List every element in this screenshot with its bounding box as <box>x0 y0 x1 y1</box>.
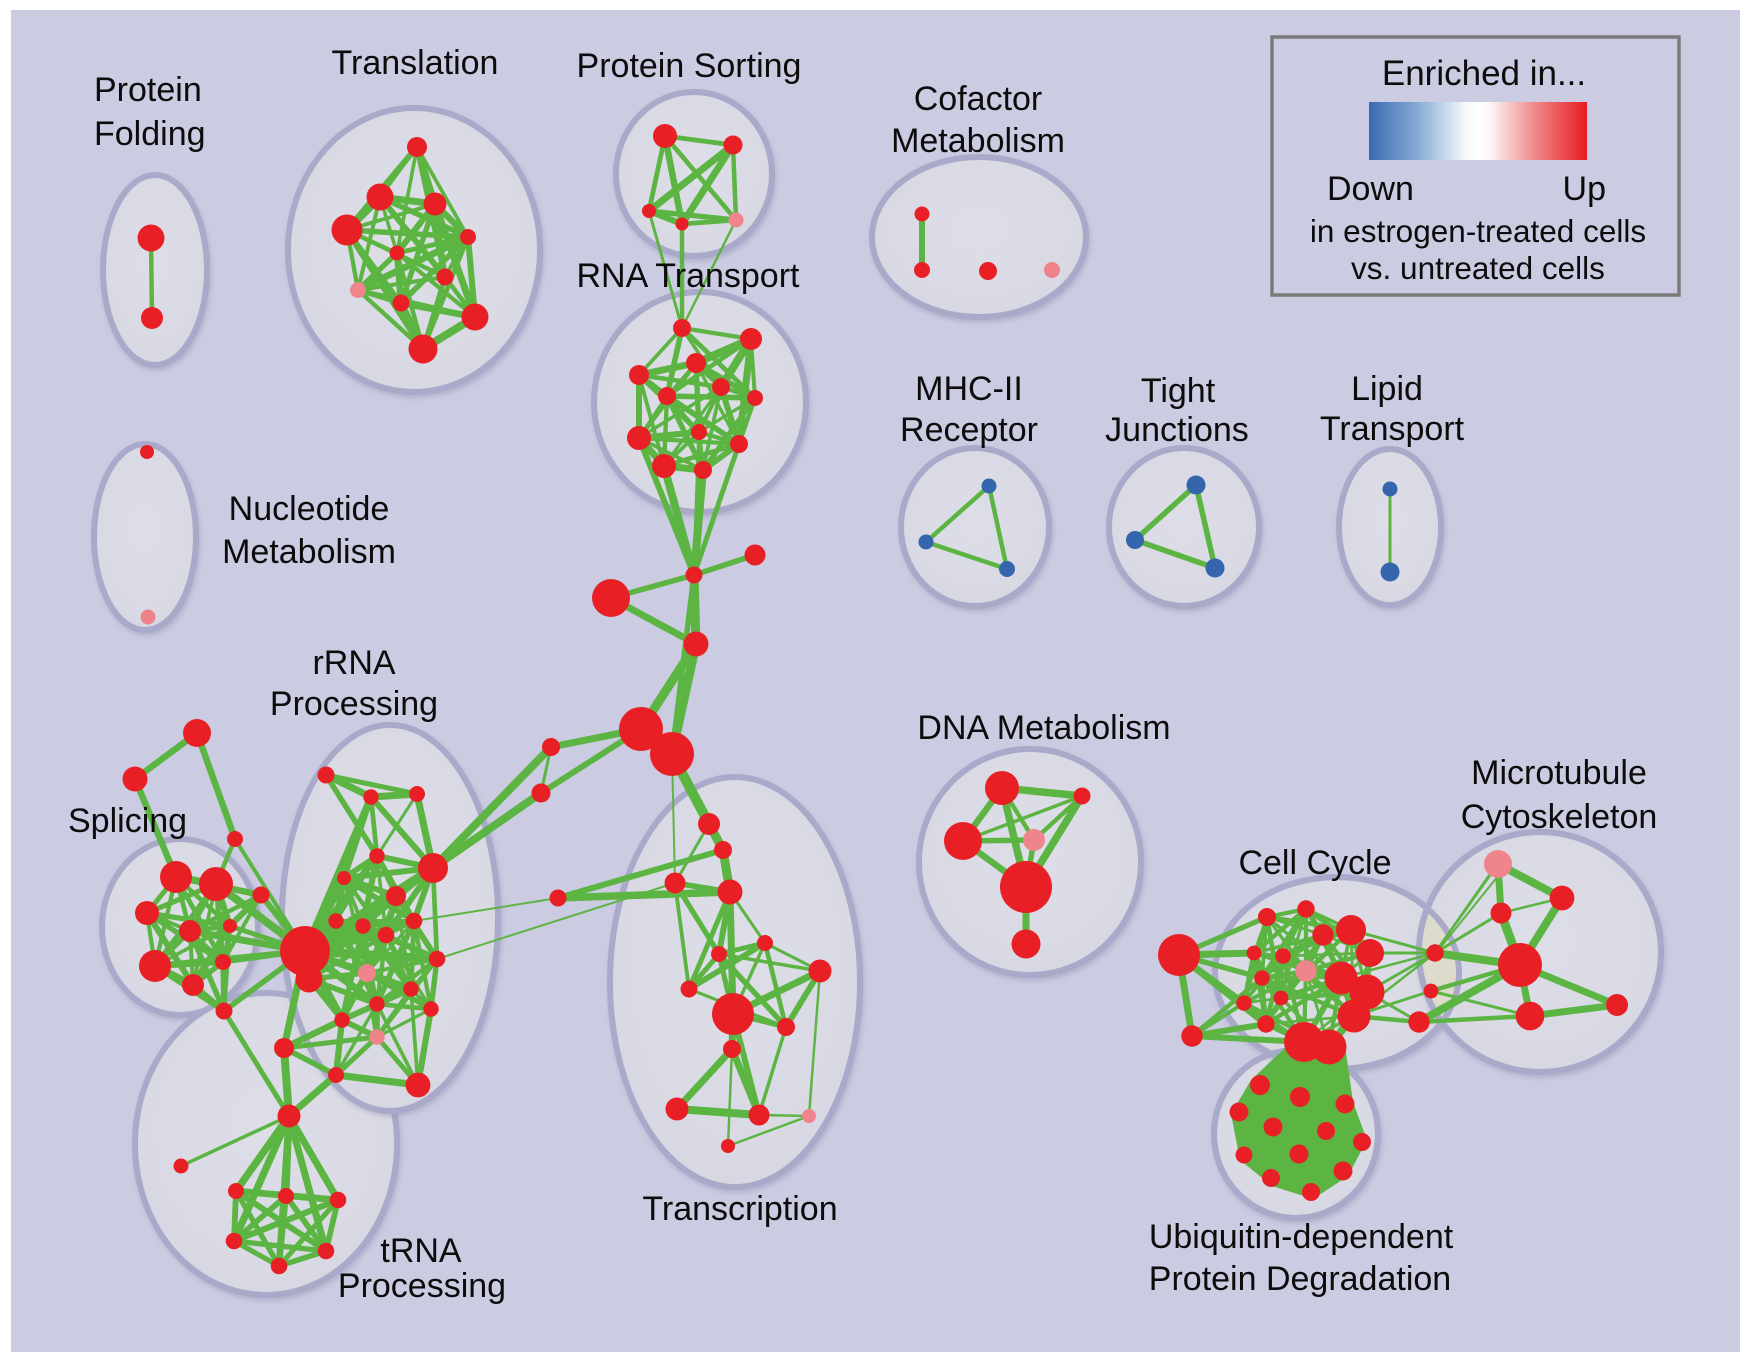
svg-text:Folding: Folding <box>94 115 206 153</box>
svg-text:rRNA: rRNA <box>312 644 395 682</box>
svg-text:Cell Cycle: Cell Cycle <box>1238 844 1391 882</box>
svg-text:Metabolism: Metabolism <box>222 533 396 571</box>
svg-text:tRNA: tRNA <box>380 1232 462 1270</box>
svg-text:Down: Down <box>1327 170 1414 208</box>
svg-text:MHC-II: MHC-II <box>915 370 1023 408</box>
svg-text:Microtubule: Microtubule <box>1471 754 1647 792</box>
svg-text:Nucleotide: Nucleotide <box>229 490 390 528</box>
svg-text:Cytoskeleton: Cytoskeleton <box>1461 798 1658 836</box>
svg-text:DNA Metabolism: DNA Metabolism <box>917 709 1170 747</box>
svg-text:vs. untreated cells: vs. untreated cells <box>1351 250 1605 286</box>
svg-text:Transcription: Transcription <box>642 1190 837 1228</box>
svg-text:Metabolism: Metabolism <box>891 122 1065 160</box>
svg-text:Protein Sorting: Protein Sorting <box>577 47 802 85</box>
svg-text:Transport: Transport <box>1320 410 1465 448</box>
svg-text:Enriched in...: Enriched in... <box>1382 54 1586 93</box>
svg-text:Lipid: Lipid <box>1351 370 1423 408</box>
svg-text:RNA Transport: RNA Transport <box>577 257 801 295</box>
svg-text:Tight: Tight <box>1141 372 1216 410</box>
svg-text:Translation: Translation <box>332 44 499 82</box>
svg-text:Protein Degradation: Protein Degradation <box>1149 1260 1451 1298</box>
svg-text:Junctions: Junctions <box>1105 411 1249 449</box>
svg-text:Splicing: Splicing <box>68 802 187 840</box>
svg-text:Cofactor: Cofactor <box>914 80 1043 118</box>
svg-text:Processing: Processing <box>338 1267 506 1305</box>
svg-text:Ubiquitin-dependent: Ubiquitin-dependent <box>1149 1218 1454 1256</box>
svg-text:in estrogen-treated cells: in estrogen-treated cells <box>1310 213 1646 249</box>
svg-text:Processing: Processing <box>270 685 438 723</box>
svg-text:Receptor: Receptor <box>900 411 1038 449</box>
svg-text:Protein: Protein <box>94 71 202 109</box>
svg-text:Up: Up <box>1563 170 1606 208</box>
